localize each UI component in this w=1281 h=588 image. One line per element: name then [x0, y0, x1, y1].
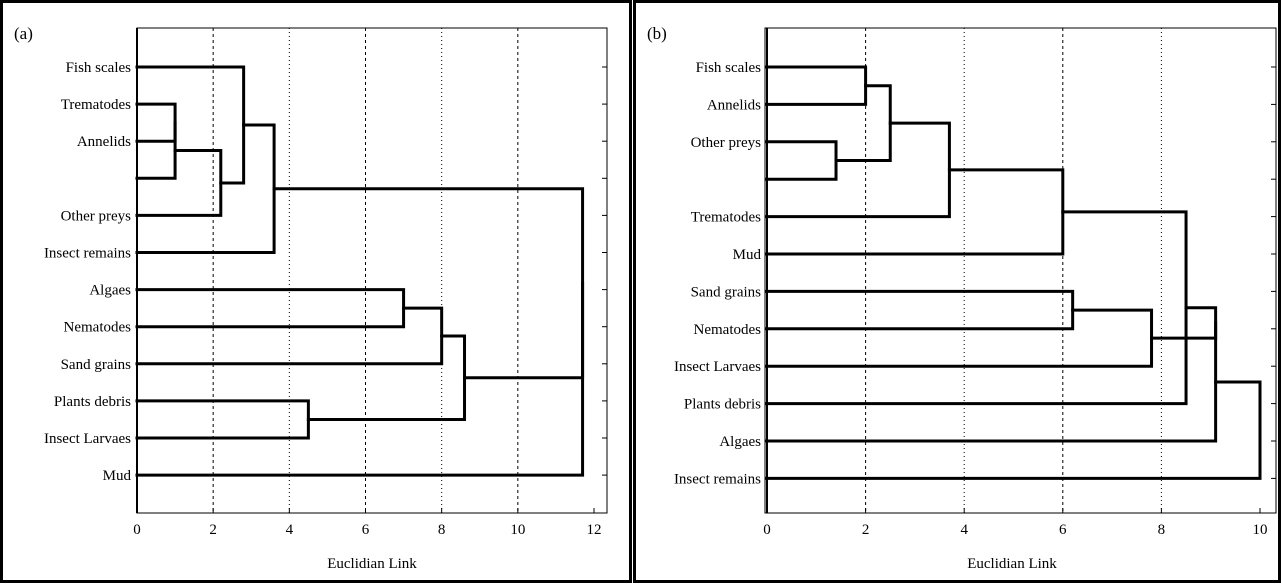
- leaf-labels-a: Fish scales Trematodes Annelids Other preys…: [44, 60, 132, 484]
- branch-a-7: [135, 399, 310, 440]
- leaf-label-b: Other preys: [691, 135, 762, 151]
- leaf-labels-b: Fish scales Annelids Other preys Trematodes…: [674, 60, 762, 487]
- leaf-label-a: Trematodes: [61, 97, 131, 113]
- branch-a-0: [135, 102, 177, 143]
- dendrogram-panel-b: (b) Euclidian Link Fish scales Annelids Ot…: [633, 0, 1281, 583]
- leaf-label-a: Insect remains: [44, 246, 131, 262]
- branch-a-10: [135, 281, 585, 477]
- leaf-label-b: Mud: [733, 247, 762, 263]
- branch-a-4: [135, 123, 276, 254]
- panel-a-border: [0, 0, 632, 583]
- x-tick-label-b: 4: [960, 522, 968, 538]
- leaf-label-a: Fish scales: [66, 60, 132, 76]
- leaf-label-b: Algaes: [719, 434, 761, 450]
- leaf-label-b: Fish scales: [696, 60, 762, 76]
- x-tick-labels-b: 0 2 4 6 8 10: [763, 522, 1267, 538]
- leaf-label-b: Trematodes: [691, 210, 761, 226]
- panel-a-label: (a): [14, 24, 33, 43]
- x-tick-label-a: 8: [438, 522, 446, 538]
- grid-b: [766, 28, 1162, 513]
- x-tick-label-a: 4: [286, 522, 294, 538]
- dendrogram-a-svg: (a) Euclidian Link Fish scales Trematodes…: [0, 0, 632, 583]
- branch-b-10: [765, 380, 1262, 480]
- x-tick-labels-a: 0 2 4 6 8 10 12: [133, 522, 601, 538]
- x-tick-label-b: 6: [1059, 522, 1067, 538]
- x-axis-title-a: Euclidian Link: [327, 556, 417, 572]
- x-tick-label-b: 2: [862, 522, 870, 538]
- x-tick-label-a: 0: [133, 522, 141, 538]
- x-tick-label-b: 10: [1253, 522, 1268, 538]
- leaf-label-b: Plants debris: [684, 397, 761, 413]
- plot-a-frame: [136, 27, 608, 514]
- branch-b-1: [765, 65, 868, 106]
- x-tick-label-b: 8: [1158, 522, 1166, 538]
- branch-a-2: [135, 148, 223, 217]
- leaf-label-a: Plants debris: [54, 394, 131, 410]
- branch-a-1: [135, 121, 177, 180]
- x-tick-label-a: 2: [209, 522, 217, 538]
- x-tick-label-a: 10: [510, 522, 525, 538]
- dendrogram-panel-a: (a) Euclidian Link Fish scales Trematodes…: [0, 0, 632, 583]
- panel-b-label: (b): [647, 24, 667, 43]
- leaf-label-b: Insect remains: [674, 471, 761, 487]
- x-tick-label-b: 0: [763, 522, 771, 538]
- branch-a-9: [272, 187, 585, 380]
- x-tick-label-a: 12: [587, 522, 602, 538]
- leaf-label-a: Insect Larvaes: [44, 431, 131, 447]
- branch-b-4: [765, 168, 1065, 256]
- branch-a-5: [135, 288, 406, 329]
- branch-b-3: [765, 121, 951, 219]
- leaf-label-a: Algaes: [89, 283, 131, 299]
- branch-b-6: [765, 308, 1154, 368]
- leaf-label-a: Sand grains: [61, 357, 132, 373]
- leaf-label-a: Mud: [103, 468, 132, 484]
- branch-a-3: [135, 65, 246, 185]
- branch-b-0: [765, 140, 838, 181]
- branches-b: [765, 65, 1262, 480]
- branch-b-9: [765, 321, 1218, 443]
- leaf-label-b: Sand grains: [691, 284, 762, 300]
- plot-b-frame: [764, 27, 1277, 514]
- leaf-label-a: Other preys: [61, 208, 132, 224]
- panel-b-border: [633, 0, 1281, 583]
- x-axis-title-b: Euclidian Link: [967, 556, 1057, 572]
- leaf-label-a: Annelids: [77, 134, 131, 150]
- leaf-label-a: Nematodes: [64, 320, 132, 336]
- x-tick-label-a: 6: [362, 522, 370, 538]
- grid-a: [136, 28, 519, 513]
- branches-a: [135, 65, 585, 477]
- leaf-label-b: Insect Larvaes: [674, 359, 761, 375]
- branch-b-5: [765, 289, 1075, 331]
- branch-b-2: [834, 84, 892, 162]
- leaf-label-b: Nematodes: [694, 322, 762, 338]
- dendrogram-b-svg: (b) Euclidian Link Fish scales Annelids Ot…: [633, 0, 1281, 583]
- branch-b-7: [765, 210, 1188, 406]
- leaf-label-b: Annelids: [707, 97, 761, 113]
